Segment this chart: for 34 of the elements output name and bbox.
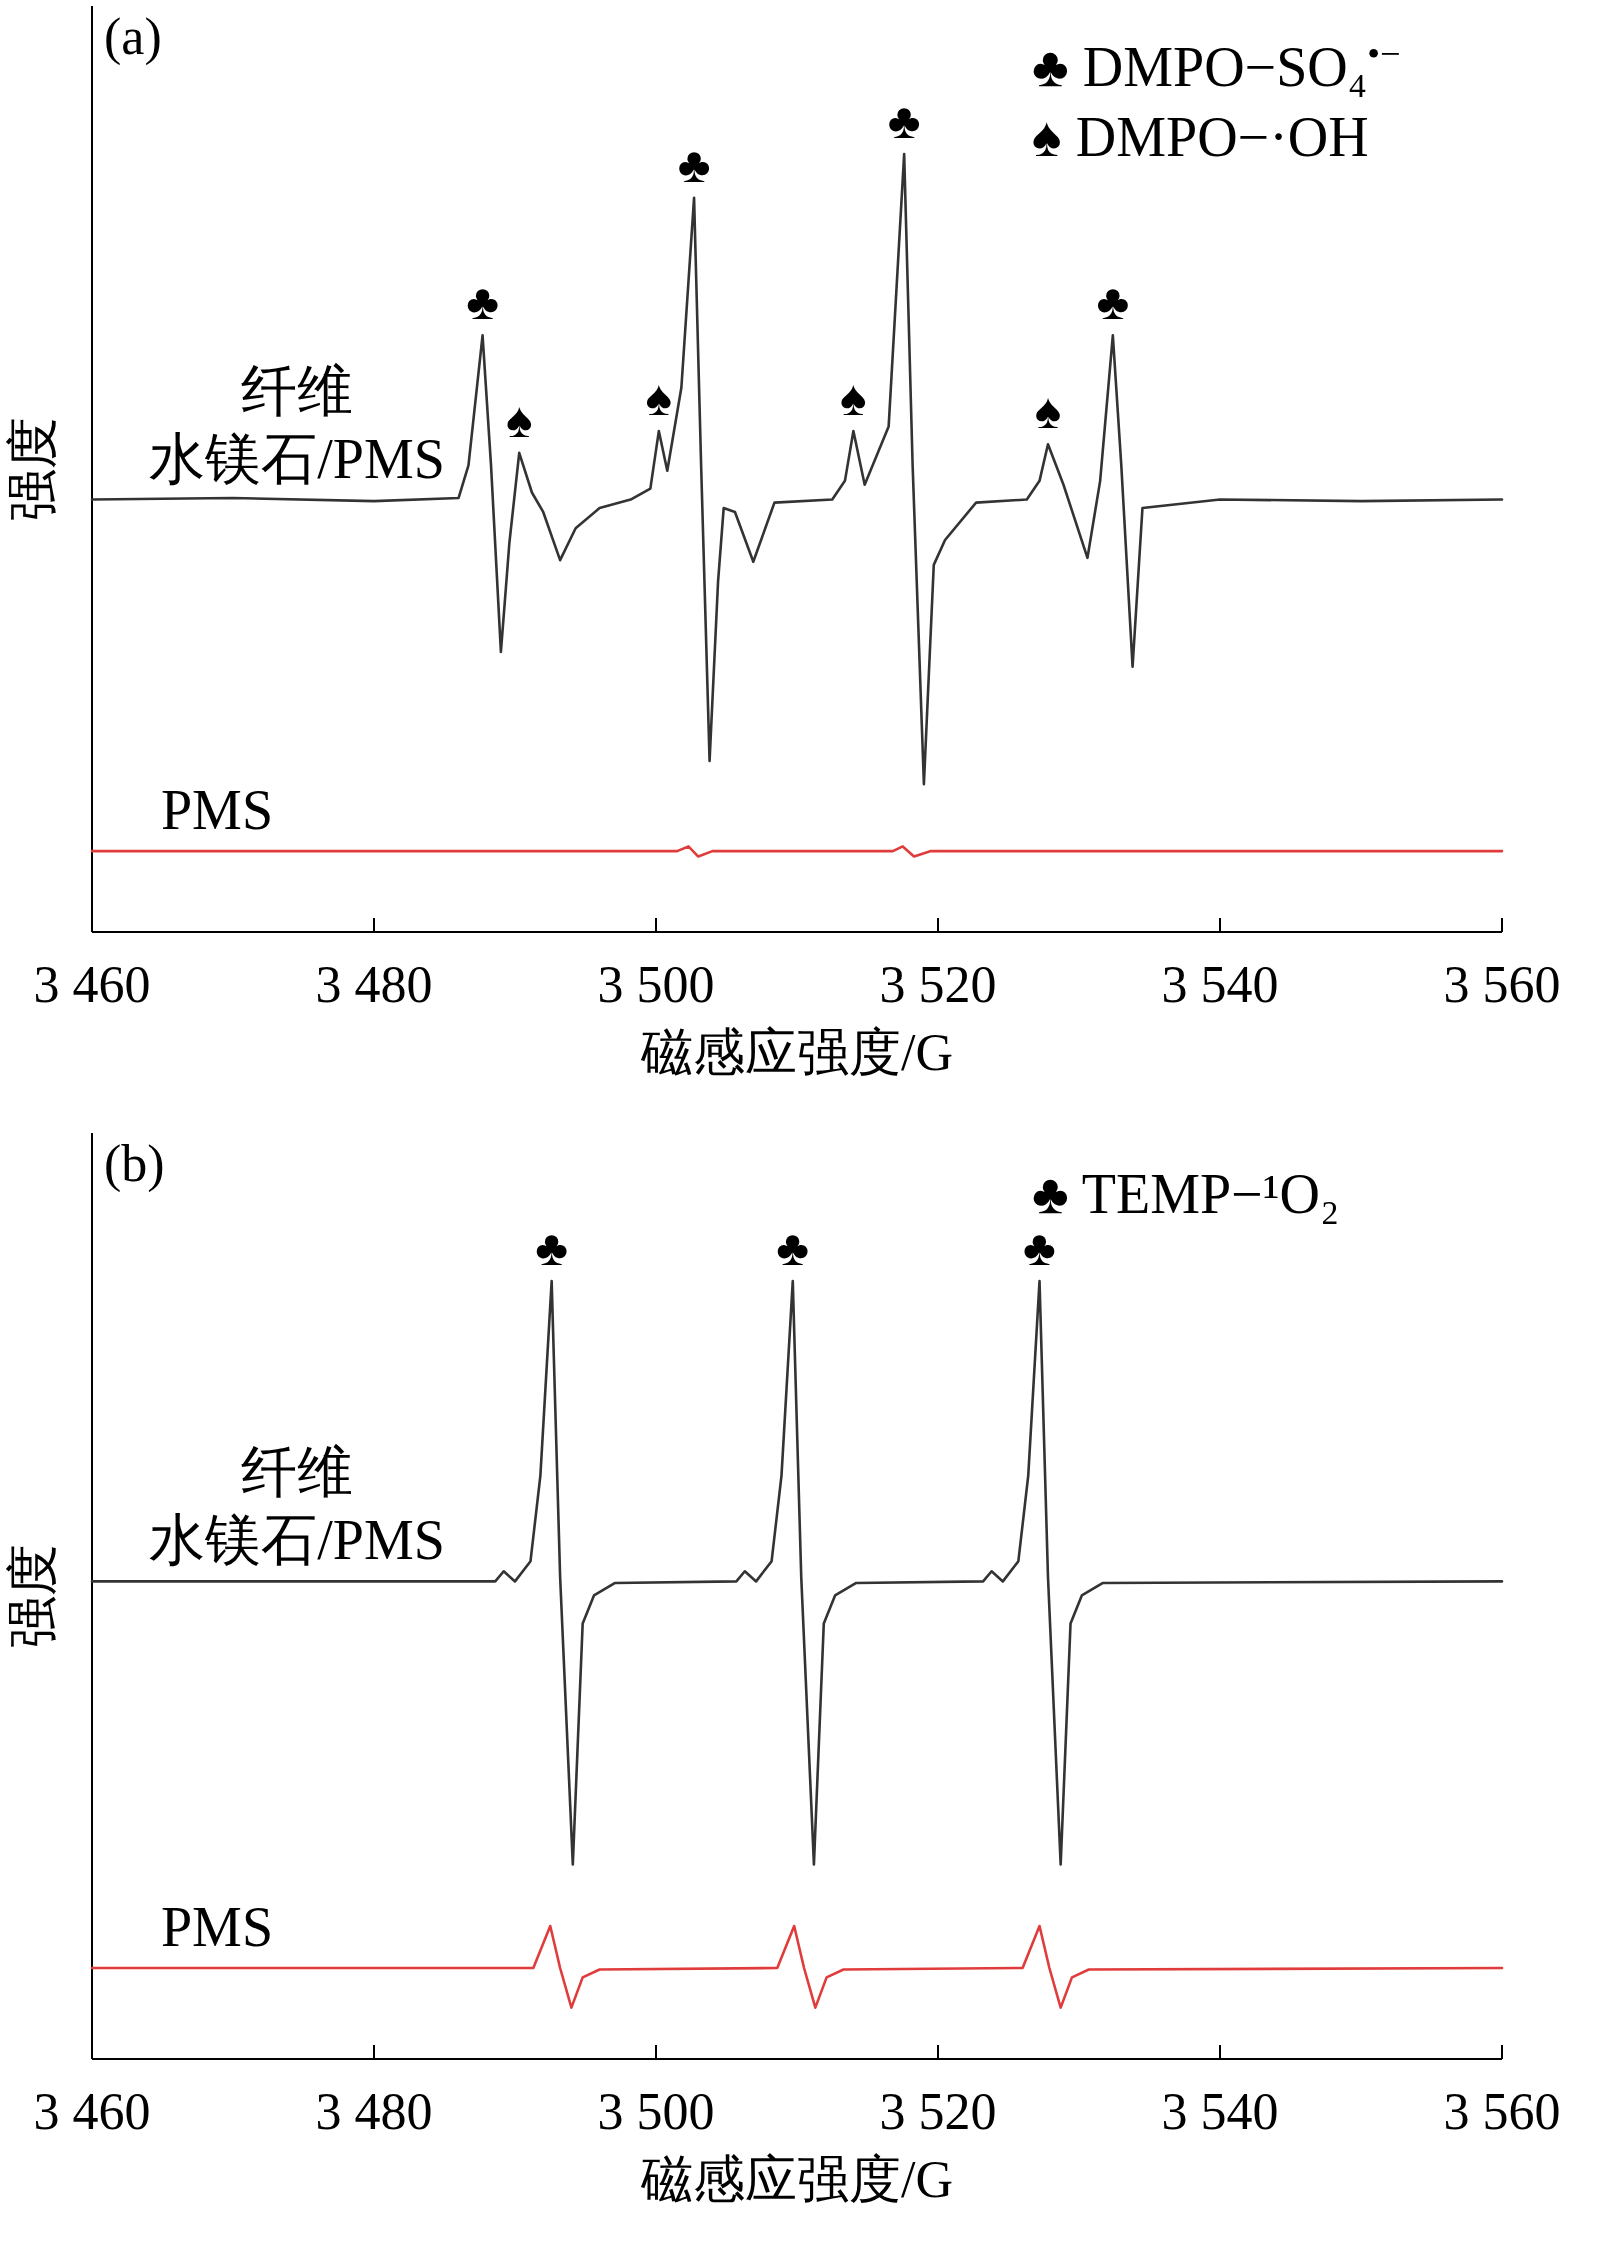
x-tick-label: 3 500 <box>597 956 715 1013</box>
x-tick-label: 3 460 <box>33 2083 151 2140</box>
x-tick-label: 3 520 <box>879 2083 997 2140</box>
x-tick-label: 3 460 <box>33 956 151 1013</box>
annotation: ♣ <box>535 1220 569 1277</box>
annotation: ♠ <box>840 370 867 427</box>
x-tick-label: 3 540 <box>1161 2083 1279 2140</box>
annotation: ♣ <box>887 93 921 150</box>
annotation: ♠ <box>645 370 673 427</box>
y-axis-title: 强度 <box>4 417 61 521</box>
series-label: PMS <box>160 1895 274 1958</box>
x-axis-title: 磁感应强度/G <box>640 1024 953 1081</box>
annotation: ♣ <box>776 1220 810 1277</box>
x-axis-title: 磁感应强度/G <box>640 2151 953 2208</box>
annotation: ♠ DMPO−·OH <box>1032 106 1369 168</box>
annotation: ♣ <box>1096 274 1130 331</box>
annotation: ♣ <box>466 274 499 331</box>
chart-title: (a) <box>104 8 162 66</box>
x-tick-label: 3 480 <box>315 2083 433 2140</box>
y-axis-title: 强度 <box>4 1544 61 1648</box>
x-tick-label: 3 500 <box>597 2083 715 2140</box>
annotation: ♠ <box>1034 383 1062 440</box>
x-tick-label: 3 520 <box>879 956 997 1013</box>
x-tick-label: 3 560 <box>1443 956 1561 1013</box>
x-tick-label: 3 560 <box>1443 2083 1561 2140</box>
series-label: PMS <box>160 779 274 842</box>
chart-title: (b) <box>104 1135 165 1193</box>
text: ♣ DMPO−SO₄$^{•−}$ <box>1032 34 1401 98</box>
annotation: ♣ <box>677 136 711 193</box>
series-label: 纤维水镁石/PMS <box>149 1441 445 1572</box>
x-tick-label: 3 480 <box>315 956 433 1013</box>
x-tick-label: 3 540 <box>1161 956 1279 1013</box>
series-label: 纤维水镁石/PMS <box>149 359 445 490</box>
annotation: ♠ <box>505 391 533 448</box>
